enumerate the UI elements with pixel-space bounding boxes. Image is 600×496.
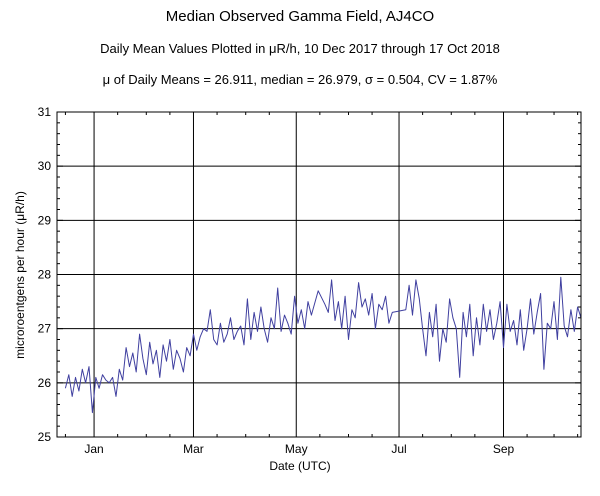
- x-tick-label: Sep: [493, 442, 515, 456]
- tick-labels: 25 26 27 28 29 30 31 Jan Mar May Jul Sep: [38, 105, 515, 456]
- y-tick-label: 30: [38, 159, 52, 173]
- chart-subtitle: Daily Mean Values Plotted in μR/h, 10 De…: [100, 41, 500, 56]
- x-axis-title: Date (UTC): [269, 459, 331, 473]
- y-tick-label: 31: [38, 105, 52, 119]
- y-tick-label: 28: [38, 268, 52, 282]
- series-line: [64, 276, 582, 414]
- y-tick-label: 26: [38, 376, 52, 390]
- x-tick-label: Mar: [183, 442, 204, 456]
- y-tick-label: 29: [38, 213, 52, 227]
- chart-stats-line: μ of Daily Means = 26.911, median = 26.9…: [102, 72, 498, 87]
- y-tick-label: 27: [38, 322, 52, 336]
- grid-lines: [57, 112, 581, 437]
- series-group: [64, 276, 582, 414]
- x-tick-label: Jul: [391, 442, 406, 456]
- x-tick-label: Jan: [84, 442, 103, 456]
- chart-title: Median Observed Gamma Field, AJ4CO: [165, 8, 435, 25]
- plot-frame: [56, 111, 582, 438]
- y-tick-label: 25: [38, 430, 52, 444]
- x-tick-label: May: [285, 442, 308, 456]
